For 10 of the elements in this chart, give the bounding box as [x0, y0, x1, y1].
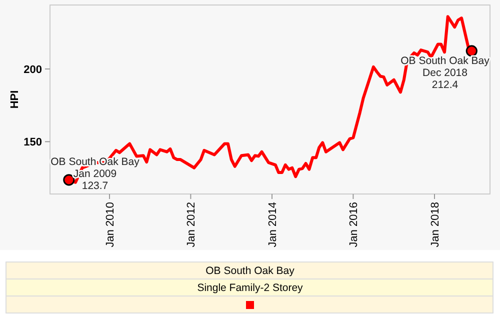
legend-title: OB South Oak Bay: [206, 265, 296, 278]
y-tick-label: 150: [24, 136, 42, 149]
legend-table: OB South Oak Bay Single Family-2 Storey: [6, 262, 494, 314]
y-axis-title: HPI: [9, 90, 21, 109]
x-tick-label: Jan 2010: [104, 202, 116, 248]
x-tick-label: Jan 2012: [186, 202, 198, 248]
x-tick-label: Jan 2016: [348, 202, 360, 248]
y-tick-label: 200: [24, 64, 42, 76]
x-tick-label: Jan 2014: [266, 202, 279, 248]
x-tick-label: Jan 2018: [429, 202, 442, 248]
